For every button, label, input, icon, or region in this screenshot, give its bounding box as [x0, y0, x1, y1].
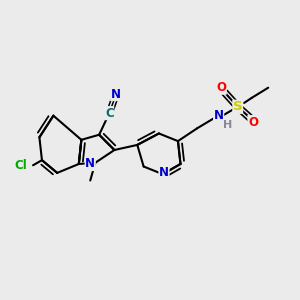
- Text: N: N: [214, 109, 224, 122]
- Text: Cl: Cl: [14, 159, 27, 172]
- Text: H: H: [223, 120, 232, 130]
- Text: O: O: [216, 81, 226, 94]
- Text: N: N: [159, 167, 169, 179]
- Text: C: C: [105, 106, 114, 120]
- Text: O: O: [248, 116, 258, 128]
- Text: N: N: [85, 158, 95, 170]
- Text: S: S: [233, 100, 242, 113]
- Text: N: N: [111, 88, 121, 100]
